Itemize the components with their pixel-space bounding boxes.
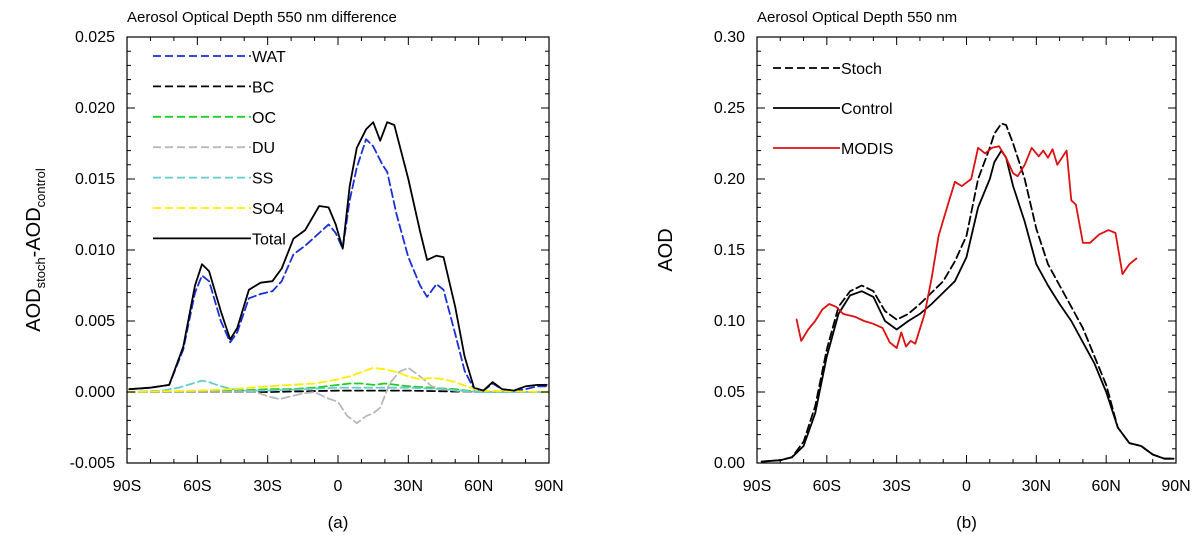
y-tick-label: 0.25	[714, 100, 745, 117]
legend-label-du: DU	[252, 140, 275, 157]
y-axis-label-subscript: stoch	[33, 257, 48, 288]
legend-label-so4: SO4	[252, 201, 284, 218]
plot-frame	[127, 37, 549, 463]
series-line-total	[129, 122, 546, 390]
y-tick-label: 0.05	[714, 384, 745, 401]
legend-label-stoch: Stoch	[841, 61, 882, 78]
legend-label-ss: SS	[252, 171, 273, 188]
x-tick-label: 30N	[394, 478, 423, 495]
y-tick-label: 0.020	[75, 100, 115, 117]
x-tick-label: 30S	[882, 478, 910, 495]
panel-label: (a)	[328, 513, 349, 532]
y-tick-label: 0.015	[75, 171, 115, 188]
series-line-du	[127, 368, 549, 423]
x-tick-label: 90N	[1161, 478, 1190, 495]
y-tick-label: -0.005	[70, 455, 115, 472]
plot-frame	[757, 37, 1176, 463]
x-tick-label: 30S	[253, 478, 281, 495]
x-tick-label: 60N	[1091, 478, 1120, 495]
y-tick-label: 0.00	[714, 455, 745, 472]
panel-b: 90S 60S 30S 0 30N 60N 90N 0.00 0.05 0.10 0.15 0.20 0…	[655, 9, 1191, 532]
y-tick-label: 0.20	[714, 171, 745, 188]
legend-label-modis: MODIS	[841, 141, 893, 158]
y-tick-label: 0.10	[714, 313, 745, 330]
x-tick-label: 0	[334, 478, 343, 495]
legend-label-total: Total	[252, 231, 286, 248]
x-tick-label: 60S	[183, 478, 211, 495]
legend-label-wat: WAT	[252, 49, 286, 66]
series-group	[127, 122, 549, 423]
series-line-modis	[797, 146, 1137, 348]
x-tick-label: 90S	[743, 478, 771, 495]
y-tick-label: 0.000	[75, 384, 115, 401]
y-tick-label: 0.15	[714, 242, 745, 259]
y-tick-label: 0.005	[75, 313, 115, 330]
y-axis-label-subscript: control	[33, 168, 48, 207]
y-axis-label: AOD	[655, 228, 677, 271]
chart-title: Aerosol Optical Depth 550 nm	[757, 9, 957, 26]
y-tick-label: 0.010	[75, 242, 115, 259]
x-tick-label: 60N	[464, 478, 493, 495]
y-axis-label-part: -AOD	[23, 207, 45, 257]
y-tick-label: 0.30	[714, 29, 745, 46]
chart-title: Aerosol Optical Depth 550 nm difference	[127, 9, 397, 26]
y-tick-label: 0.025	[75, 29, 115, 46]
series-group	[762, 124, 1174, 462]
panel-a: 90S 60S 30S 0 30N 60N 90N -0.005 0.000 0.005 0.010…	[23, 9, 564, 532]
x-tick-label: 90N	[534, 478, 563, 495]
series-line-control	[762, 151, 1174, 462]
x-tick-label: 30N	[1022, 478, 1051, 495]
x-tick-label: 0	[962, 478, 971, 495]
legend-label-oc: OC	[252, 110, 276, 127]
legend-label-bc: BC	[252, 79, 274, 96]
x-tick-label: 90S	[113, 478, 141, 495]
legend-label-control: Control	[841, 101, 893, 118]
y-axis-label-part: AOD	[23, 288, 45, 331]
x-tick-label: 60S	[813, 478, 841, 495]
y-axis-label: AODstoch-AODcontrol	[23, 168, 48, 332]
panel-label: (b)	[956, 513, 977, 532]
